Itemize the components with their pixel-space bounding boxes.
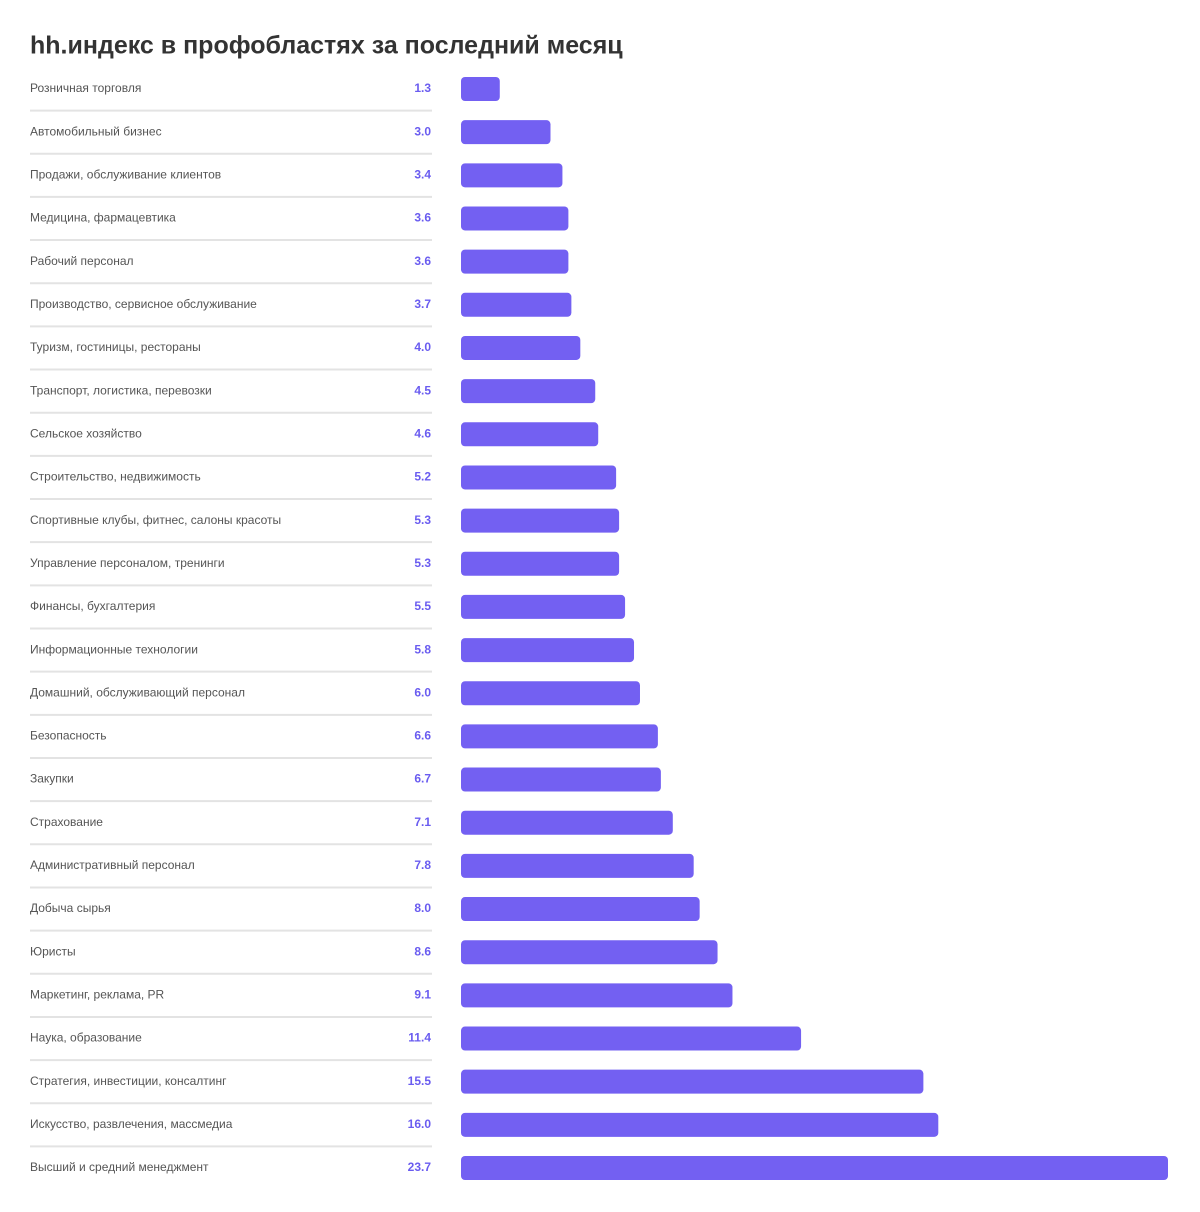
bar (461, 120, 551, 145)
bar (461, 77, 500, 101)
bar (461, 940, 718, 965)
category-label: Добыча сырья (30, 901, 111, 915)
category-label: Юристы (30, 944, 76, 958)
value-label: 3.7 (414, 297, 431, 311)
category-label: Стратегия, инвестиции, консалтинг (30, 1074, 227, 1088)
value-label: 7.8 (414, 858, 431, 872)
category-label: Административный персонал (30, 858, 195, 872)
category-label: Медицина, фармацевтика (30, 211, 176, 225)
category-label: Производство, сервисное обслуживание (30, 297, 257, 311)
bar (461, 767, 661, 792)
value-label: 1.3 (414, 81, 431, 95)
category-label: Наука, образование (30, 1031, 142, 1045)
category-label: Спортивные клубы, фитнес, салоны красоты (30, 513, 281, 527)
bar (461, 638, 635, 663)
category-label: Розничная торговля (30, 81, 141, 95)
value-label: 16.0 (408, 1117, 432, 1131)
category-label: Высший и средний менеджмент (30, 1160, 209, 1174)
value-label: 8.6 (414, 944, 431, 958)
value-label: 3.6 (414, 211, 431, 225)
category-label: Маркетинг, реклама, PR (30, 988, 165, 1002)
bar (461, 206, 569, 231)
value-label: 6.6 (414, 729, 431, 743)
category-label: Финансы, бухгалтерия (30, 599, 155, 613)
category-label: Безопасность (30, 729, 107, 743)
bar (461, 810, 673, 835)
bar (461, 379, 596, 404)
bar (461, 983, 733, 1008)
bar (461, 681, 640, 706)
value-label: 3.4 (414, 167, 431, 181)
category-label: Сельское хозяйство (30, 426, 142, 440)
category-label: Домашний, обслуживающий персонал (30, 685, 245, 699)
bar (461, 422, 599, 447)
category-label: Транспорт, логистика, перевозки (30, 383, 212, 397)
category-label: Информационные технологии (30, 642, 198, 656)
bar (461, 465, 617, 490)
bar (461, 551, 620, 576)
value-label: 4.5 (414, 383, 431, 397)
bar (461, 594, 626, 619)
value-label: 5.3 (414, 556, 431, 570)
category-label: Строительство, недвижимость (30, 470, 201, 484)
bar (461, 1069, 924, 1094)
value-label: 5.5 (414, 599, 431, 613)
category-label: Туризм, гостиницы, рестораны (30, 340, 201, 354)
category-label: Автомобильный бизнес (30, 124, 162, 138)
bar (461, 853, 694, 878)
bar (461, 897, 700, 922)
bar (461, 724, 658, 749)
bar (461, 335, 581, 360)
bar (461, 163, 563, 188)
value-label: 9.1 (414, 988, 431, 1002)
bar (461, 1026, 802, 1051)
category-label: Страхование (30, 815, 103, 829)
value-label: 8.0 (414, 901, 431, 915)
chart-title: hh.индекс в профобластях за последний ме… (30, 32, 623, 60)
category-label: Рабочий персонал (30, 254, 134, 268)
bar (461, 1112, 939, 1137)
value-label: 6.7 (414, 772, 431, 786)
value-label: 5.2 (414, 470, 431, 484)
value-label: 4.0 (414, 340, 431, 354)
value-label: 15.5 (408, 1074, 432, 1088)
bar (461, 249, 569, 274)
value-label: 3.6 (414, 254, 431, 268)
category-label: Искусство, развлечения, массмедиа (30, 1117, 233, 1131)
value-label: 7.1 (414, 815, 431, 829)
bar (461, 292, 572, 317)
value-label: 5.3 (414, 513, 431, 527)
value-label: 5.8 (414, 642, 431, 656)
value-label: 3.0 (414, 124, 431, 138)
value-label: 11.4 (408, 1031, 431, 1045)
category-label: Продажи, обслуживание клиентов (30, 167, 221, 181)
value-label: 4.6 (414, 426, 431, 440)
bar (461, 1156, 1168, 1180)
value-label: 23.7 (408, 1160, 432, 1174)
category-label: Закупки (30, 772, 74, 786)
category-label: Управление персоналом, тренинги (30, 556, 225, 570)
value-label: 6.0 (414, 685, 431, 699)
bar (461, 508, 620, 533)
